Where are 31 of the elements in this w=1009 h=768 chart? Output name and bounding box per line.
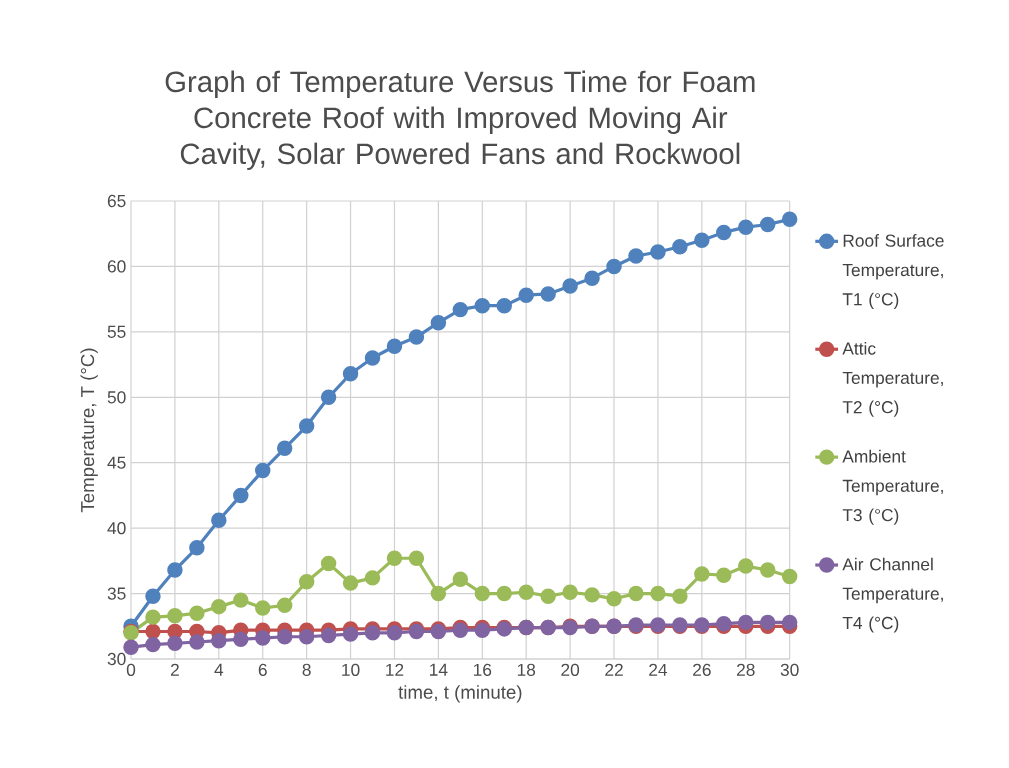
x-tick-label: 24: [649, 663, 668, 676]
x-tick-label: 8: [302, 663, 311, 676]
y-tick-label: 60: [107, 260, 126, 273]
x-tick-label: 28: [737, 663, 755, 676]
x-tick-label: 14: [430, 663, 448, 676]
x-tick-label: 22: [605, 663, 623, 676]
y-tick-label: 55: [107, 325, 126, 338]
y-tick-label: 65: [107, 194, 126, 208]
chart-title: Graph of Temperature Versus Time for Foam Concrete Roof with Improved Moving Air Cavity, Solar Powered Fans and Rockwool: [165, 70, 755, 170]
x-tick-label: 30: [780, 663, 799, 676]
x-tick-label: 20: [561, 663, 580, 676]
y-tick-label: 35: [107, 587, 126, 600]
y-tick-label: 40: [107, 522, 126, 535]
y-axis-title: Temperature, T (°C): [80, 348, 98, 513]
x-tick-label: 2: [170, 663, 179, 676]
x-axis-title: time, t (minute): [398, 685, 522, 703]
x-tick-label: 12: [386, 663, 404, 676]
y-tick-label: 50: [107, 391, 126, 404]
x-tick-label: 0: [126, 663, 136, 676]
x-tick-label: 6: [258, 663, 267, 676]
x-tick-label: 4: [214, 663, 224, 676]
x-tick-label: 10: [342, 663, 360, 676]
legend-label: Roof Surface Temperature, T1 (°C): [842, 234, 944, 309]
legend-label: Ambient Temperature, T3 (°C): [842, 449, 943, 525]
x-tick-label: 18: [517, 663, 536, 676]
x-tick-label: 16: [473, 663, 492, 676]
legend-label: Air Channel Temperature, T4 (°C): [842, 557, 943, 633]
y-tick-label: 45: [107, 456, 126, 469]
y-tick-label: 30: [107, 652, 126, 666]
legend-label: Attic Temperature, T2 (°C): [842, 341, 943, 417]
x-tick-label: 26: [693, 663, 711, 676]
